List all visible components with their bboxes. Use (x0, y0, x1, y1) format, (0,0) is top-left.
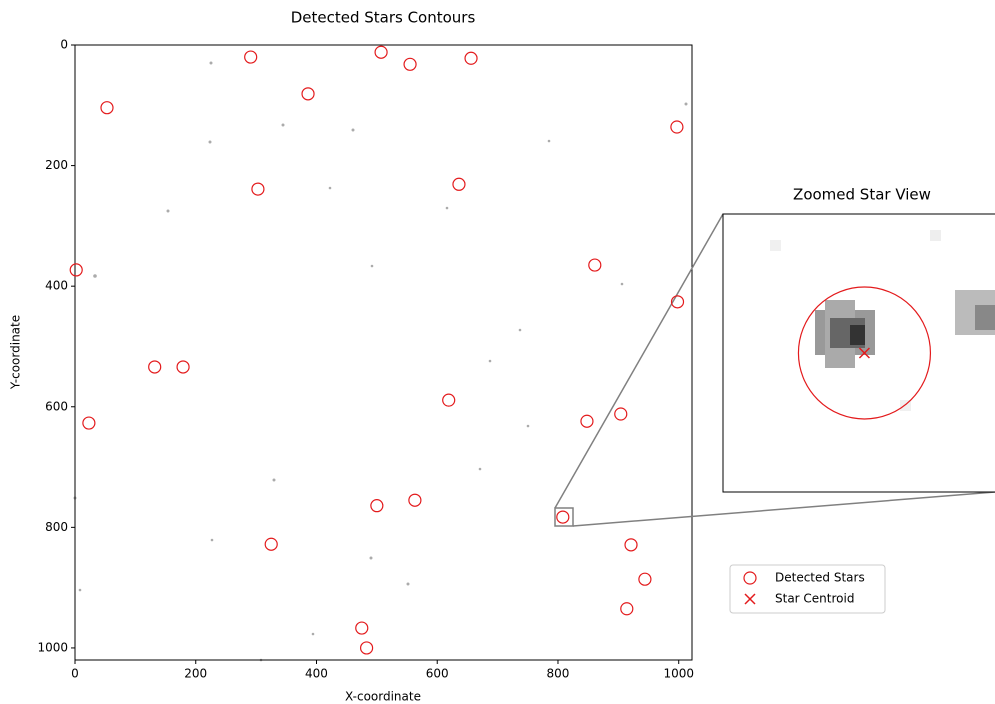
star-marker (453, 178, 465, 190)
star-marker (245, 51, 257, 63)
star-marker (557, 511, 569, 523)
star-marker (671, 121, 683, 133)
star-marker (465, 52, 477, 64)
star-marker (83, 417, 95, 429)
figure: Detected Stars Contours X-coordinate Y-c… (0, 0, 995, 704)
y-tick-label: 800 (45, 520, 68, 534)
star-marker (371, 500, 383, 512)
star-marker (361, 642, 373, 654)
x-tick-label: 800 (547, 667, 570, 681)
chart-title: Detected Stars Contours (291, 9, 476, 27)
zoom-title: Zoomed Star View (793, 186, 931, 204)
main-axes-frame (75, 45, 692, 660)
star-marker (404, 58, 416, 70)
star-marker (443, 394, 455, 406)
star-field (74, 62, 688, 662)
star-marker (625, 539, 637, 551)
y-tick-label: 600 (45, 399, 68, 413)
star-marker (302, 88, 314, 100)
legend-label: Star Centroid (775, 592, 854, 606)
y-axis-label: Y-coordinate (9, 315, 23, 390)
star-marker (101, 102, 113, 114)
star-marker (581, 415, 593, 427)
star-marker (252, 183, 264, 195)
star-marker (149, 361, 161, 373)
x-tick-label: 600 (426, 667, 449, 681)
y-tick-label: 200 (45, 158, 68, 172)
x-tick-label: 1000 (663, 667, 694, 681)
star-marker (177, 361, 189, 373)
star-marker (375, 46, 387, 58)
zoom-image (723, 214, 995, 492)
x-axis-label: X-coordinate (345, 690, 421, 704)
y-tick-label: 1000 (37, 640, 68, 654)
star-marker (409, 494, 421, 506)
connector-line (555, 214, 723, 508)
star-marker (589, 259, 601, 271)
x-tick-label: 200 (184, 667, 207, 681)
star-marker (70, 264, 82, 276)
star-marker (639, 573, 651, 585)
y-tick-label: 400 (45, 279, 68, 293)
legend-label: Detected Stars (775, 571, 865, 585)
star-marker (265, 538, 277, 550)
star-marker (356, 622, 368, 634)
connector-line (573, 492, 995, 526)
x-tick-label: 400 (305, 667, 328, 681)
y-tick-label: 0 (60, 38, 68, 52)
x-tick-label: 0 (71, 667, 79, 681)
star-marker (621, 603, 633, 615)
star-marker (615, 408, 627, 420)
